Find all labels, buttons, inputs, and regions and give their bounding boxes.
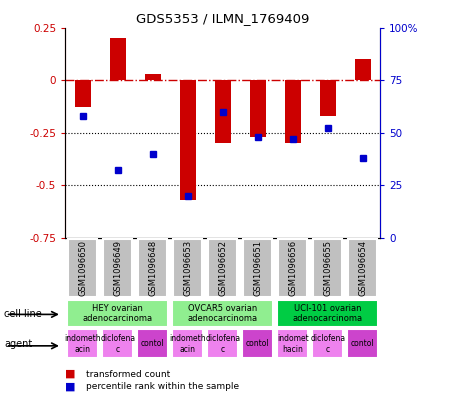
Text: GSM1096656: GSM1096656 bbox=[288, 240, 297, 296]
Text: GSM1096648: GSM1096648 bbox=[148, 240, 157, 296]
Text: transformed count: transformed count bbox=[86, 370, 170, 378]
Bar bbox=[67, 300, 168, 327]
Text: ■: ■ bbox=[65, 369, 76, 379]
Bar bbox=[285, 80, 301, 143]
Text: OVCAR5 ovarian
adenocarcinoma: OVCAR5 ovarian adenocarcinoma bbox=[188, 304, 258, 323]
Bar bbox=[110, 38, 126, 80]
Text: HEY ovarian
adenocarcinoma: HEY ovarian adenocarcinoma bbox=[83, 304, 153, 323]
Bar bbox=[348, 239, 377, 298]
Bar bbox=[250, 80, 266, 137]
Bar bbox=[215, 80, 230, 143]
Bar bbox=[242, 329, 273, 358]
Text: GSM1096655: GSM1096655 bbox=[323, 240, 332, 296]
Bar bbox=[139, 239, 167, 298]
Bar bbox=[208, 239, 237, 298]
Text: indometh
acin: indometh acin bbox=[170, 334, 206, 354]
Bar bbox=[277, 329, 308, 358]
Text: GSM1096649: GSM1096649 bbox=[113, 240, 122, 296]
Bar bbox=[277, 300, 378, 327]
Bar bbox=[172, 300, 273, 327]
Bar bbox=[75, 80, 90, 107]
Text: diclofena
c: diclofena c bbox=[100, 334, 135, 354]
Bar bbox=[279, 239, 307, 298]
Bar bbox=[312, 329, 343, 358]
Text: cell line: cell line bbox=[4, 309, 42, 319]
Text: indometh
acin: indometh acin bbox=[64, 334, 101, 354]
Bar bbox=[68, 239, 97, 298]
Text: GSM1096654: GSM1096654 bbox=[358, 240, 367, 296]
Bar bbox=[137, 329, 168, 358]
Text: GSM1096652: GSM1096652 bbox=[218, 240, 227, 296]
Text: contol: contol bbox=[246, 340, 270, 348]
Text: GSM1096650: GSM1096650 bbox=[78, 240, 87, 296]
Text: percentile rank within the sample: percentile rank within the sample bbox=[86, 382, 238, 391]
Bar bbox=[104, 239, 132, 298]
Title: GDS5353 / ILMN_1769409: GDS5353 / ILMN_1769409 bbox=[136, 12, 310, 25]
Text: ■: ■ bbox=[65, 382, 76, 392]
Bar bbox=[102, 329, 133, 358]
Bar bbox=[67, 329, 99, 358]
Bar bbox=[145, 74, 161, 80]
Bar bbox=[243, 239, 272, 298]
Text: contol: contol bbox=[141, 340, 165, 348]
Bar bbox=[313, 239, 342, 298]
Bar bbox=[172, 329, 203, 358]
Bar bbox=[347, 329, 378, 358]
Bar bbox=[355, 59, 371, 80]
Bar bbox=[320, 80, 336, 116]
Text: GSM1096651: GSM1096651 bbox=[253, 240, 262, 296]
Text: contol: contol bbox=[351, 340, 374, 348]
Bar bbox=[207, 329, 238, 358]
Text: indomet
hacin: indomet hacin bbox=[277, 334, 309, 354]
Text: GSM1096653: GSM1096653 bbox=[183, 240, 192, 296]
Text: diclofena
c: diclofena c bbox=[205, 334, 240, 354]
Text: UCI-101 ovarian
adenocarcinoma: UCI-101 ovarian adenocarcinoma bbox=[292, 304, 363, 323]
Text: diclofena
c: diclofena c bbox=[310, 334, 345, 354]
Bar bbox=[180, 80, 196, 200]
Bar bbox=[173, 239, 202, 298]
Text: agent: agent bbox=[4, 339, 33, 349]
